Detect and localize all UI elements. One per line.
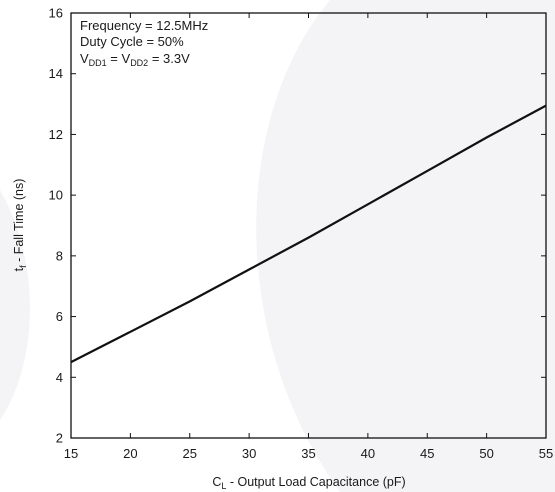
y-tick-label: 2 — [56, 431, 63, 446]
y-tick-label: 14 — [49, 66, 63, 81]
y-tick-label: 4 — [56, 370, 63, 385]
y-tick-label: 6 — [56, 309, 63, 324]
plot-area: 15 20 25 30 35 40 45 50 55 2 4 6 8 10 12 14 16 — [49, 6, 554, 462]
annotation-duty-cycle: Duty Cycle = 50% — [80, 34, 184, 49]
series-line — [70, 104, 547, 364]
background-arc — [256, 0, 555, 492]
x-tick-label: 40 — [361, 446, 375, 461]
y-tick-label: 8 — [56, 248, 63, 263]
x-tick-label: 45 — [420, 446, 434, 461]
x-tick-label: 50 — [479, 446, 493, 461]
background-arc — [0, 190, 30, 420]
x-tick-label: 15 — [64, 446, 78, 461]
annotation-block: Frequency = 12.5MHz Duty Cycle = 50% VDD… — [80, 18, 208, 68]
annotation-supply-voltage: VDD1 = VDD2 = 3.3V — [80, 51, 190, 68]
x-tick-label: 25 — [183, 446, 197, 461]
x-axis-title: CL - Output Load Capacitance (pF) — [212, 475, 405, 491]
x-tick-label: 35 — [301, 446, 315, 461]
y-tick-label: 10 — [49, 188, 63, 203]
y-tick-label: 12 — [49, 127, 63, 142]
y-tick-label: 16 — [49, 6, 63, 21]
y-axis-title: tf - Fall Time (ns) — [12, 179, 28, 272]
x-tick-label: 55 — [539, 446, 553, 461]
x-tick-label: 30 — [242, 446, 256, 461]
annotation-frequency: Frequency = 12.5MHz — [80, 18, 208, 33]
x-tick-label: 20 — [123, 446, 137, 461]
